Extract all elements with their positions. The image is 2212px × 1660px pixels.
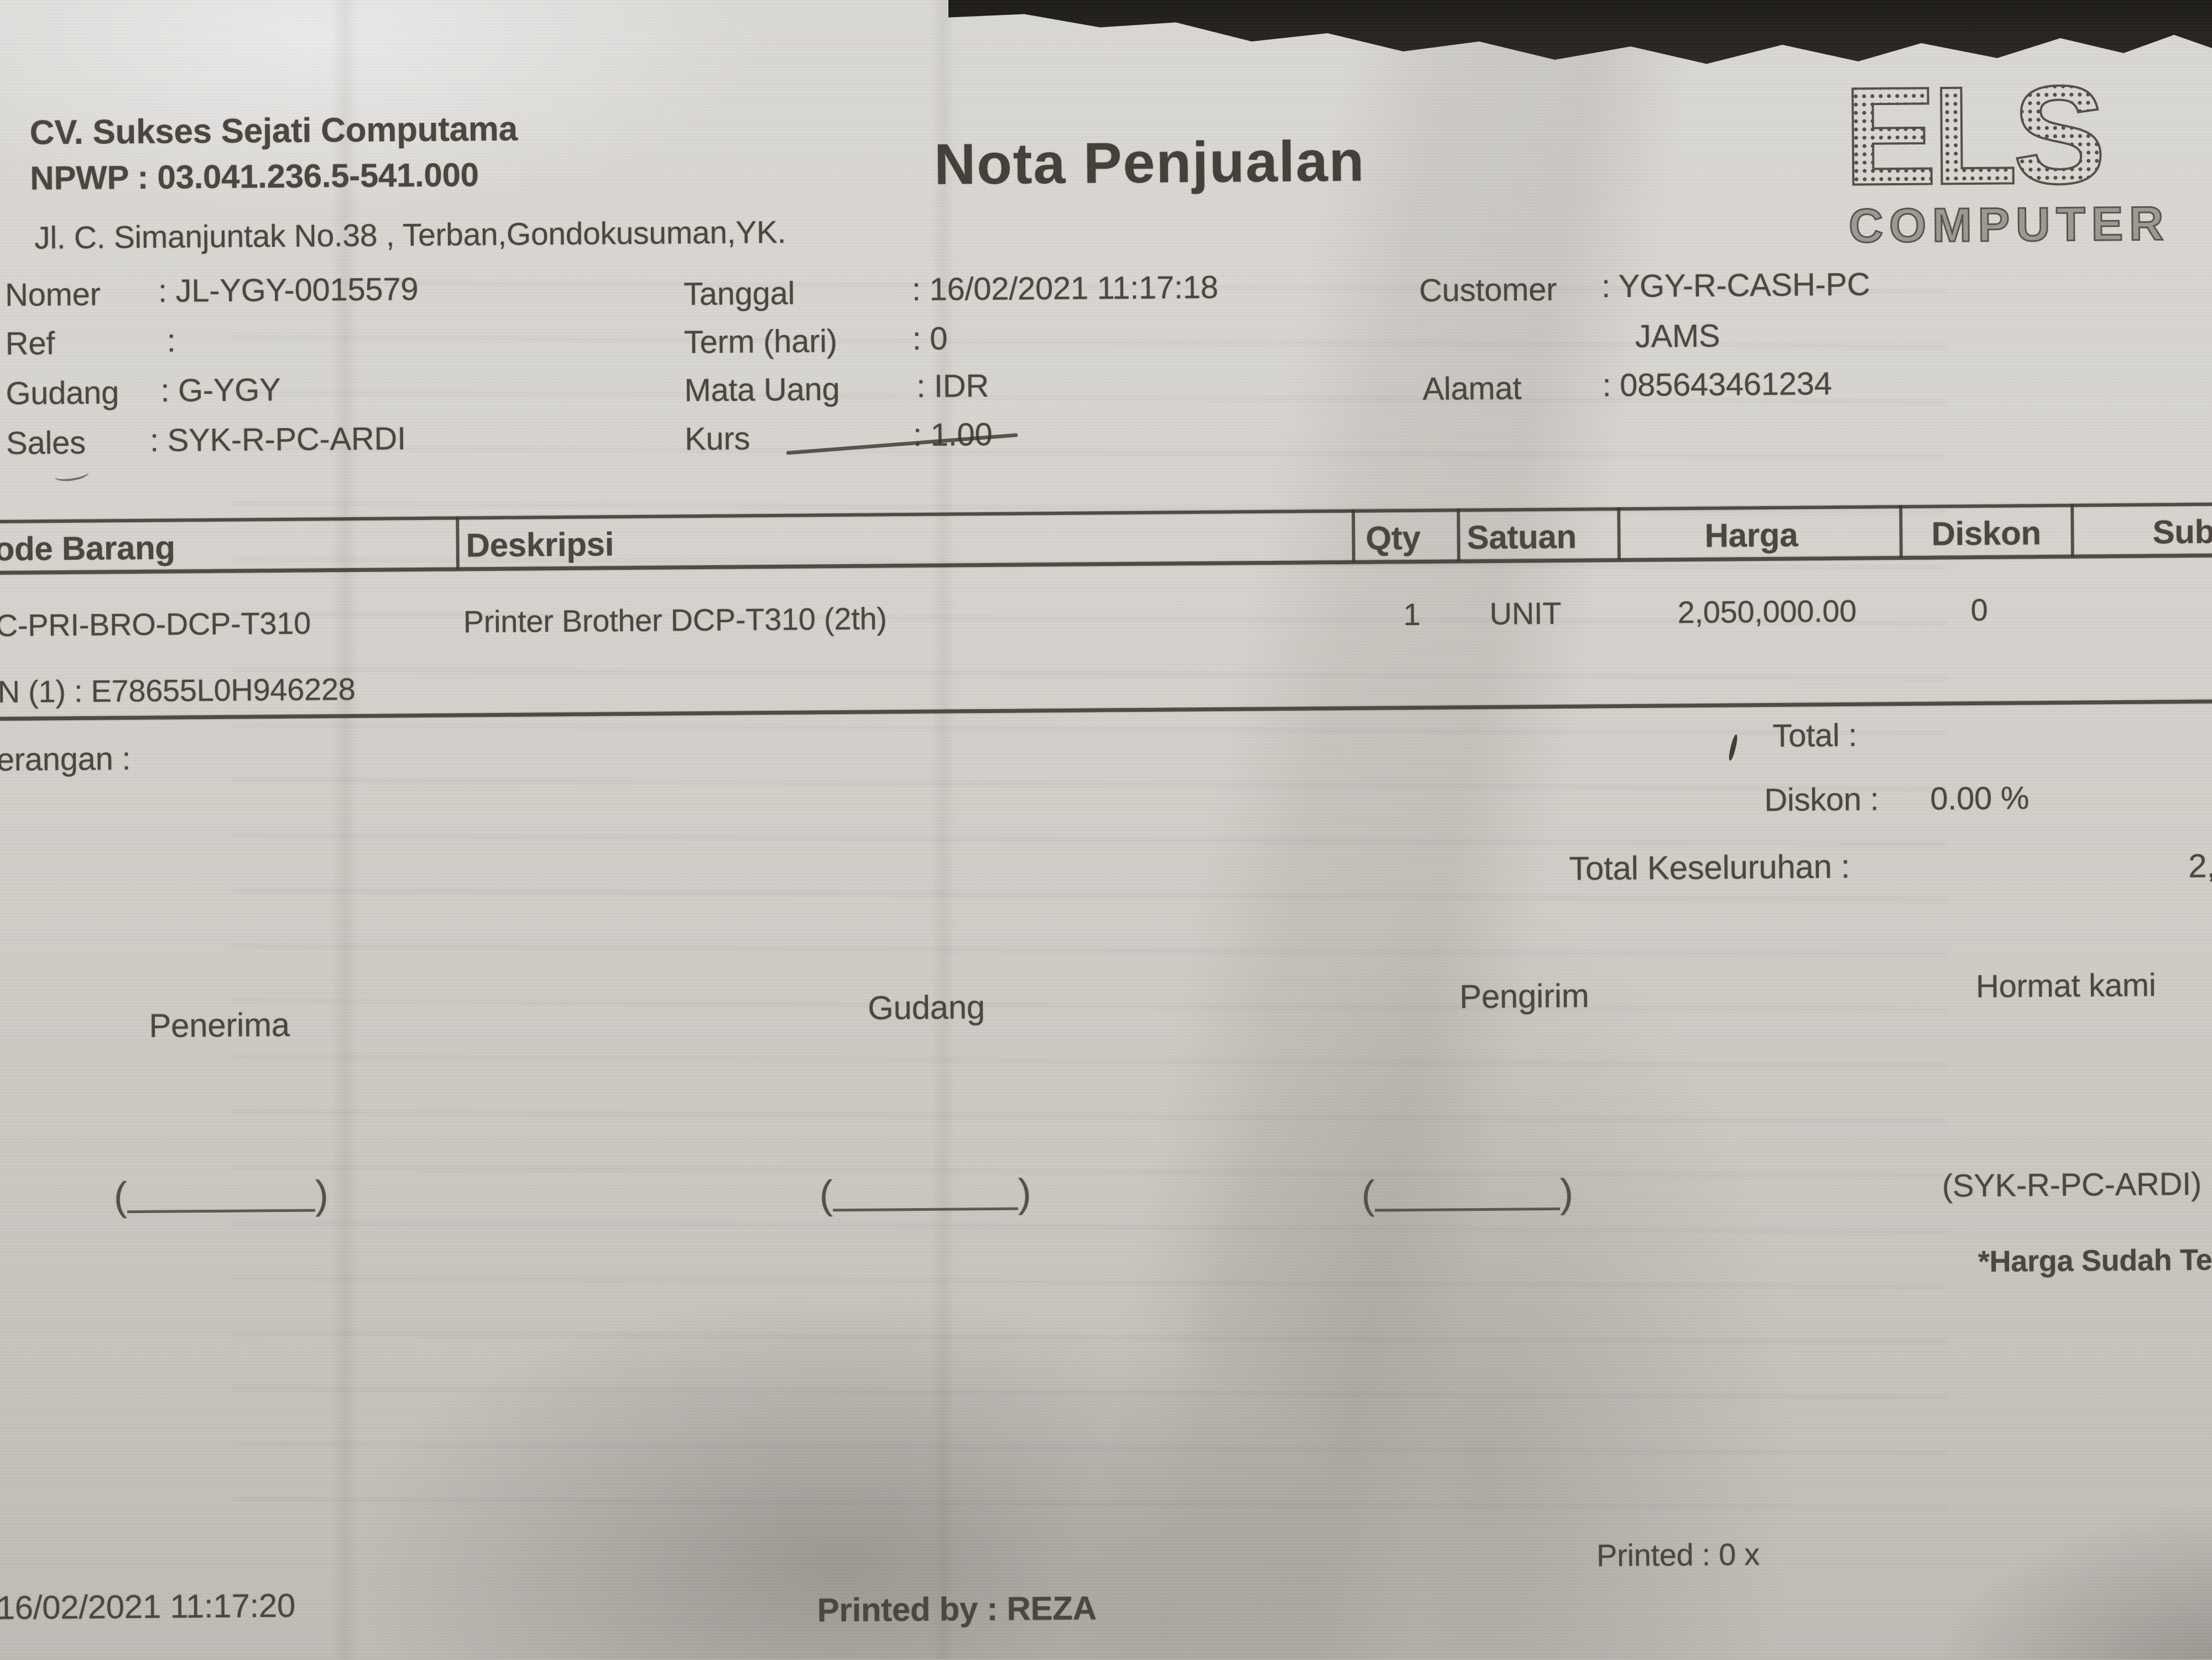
col-header-satuan: Satuan xyxy=(1467,518,1577,556)
col-header-kode-barang: Kode Barang xyxy=(0,529,176,568)
item-serial-number: SN (1) : E78655L0H946228 xyxy=(0,671,356,710)
paren-open: ( xyxy=(113,1174,128,1219)
item-qty: 1 xyxy=(1403,596,1421,632)
col-header-harga: Harga xyxy=(1704,516,1798,554)
table-sep-3 xyxy=(1457,508,1460,562)
nomer-value: : JL-YGY-0015579 xyxy=(158,271,419,309)
table-sep-1 xyxy=(456,516,460,570)
sig-label-hormat-kami: Hormat kami xyxy=(1975,967,2156,1005)
diskon-value: 0.00 % xyxy=(1930,780,2030,817)
tanggal-label: Tanggal xyxy=(683,275,795,313)
term-label: Term (hari) xyxy=(684,323,838,361)
logo-els-mark: ELS xyxy=(1842,56,2103,216)
paren-close: ) xyxy=(1559,1171,1574,1216)
grand-total-label: Total Keseluruhan : xyxy=(1569,847,1850,887)
customer-name: JAMS xyxy=(1635,318,1720,355)
item-kode: C-PRI-BRO-DCP-T310 xyxy=(0,605,311,643)
company-npwp: NPWP : 03.041.236.5-541.000 xyxy=(30,156,479,197)
customer-value: : YGY-R-CASH-PC xyxy=(1601,266,1870,305)
signature-line xyxy=(832,1178,1019,1212)
gudang-label: Gudang xyxy=(6,374,119,412)
sales-value: : SYK-R-PC-ARDI xyxy=(149,420,406,459)
table-header-bottom-border xyxy=(0,553,2212,575)
sig-sales-name: (SYK-R-PC-ARDI) xyxy=(1942,1165,2202,1204)
table-sep-2 xyxy=(1352,509,1355,563)
ref-value: : xyxy=(166,322,176,359)
table-sep-6 xyxy=(2070,503,2074,557)
gudang-value: : G-YGY xyxy=(160,372,281,409)
footer-printed-count: Printed : 0 x xyxy=(1596,1537,1760,1573)
sig-line-gudang: ( ) xyxy=(819,1171,1032,1217)
signature-line xyxy=(1374,1178,1561,1212)
paren-open: ( xyxy=(1361,1173,1375,1217)
kurs-value: : 1.00 xyxy=(912,416,993,454)
pen-squiggle-sales xyxy=(54,466,90,483)
col-header-subtotal: Subtotal xyxy=(2152,512,2212,551)
item-deskripsi: Printer Brother DCP-T310 (2th) xyxy=(463,601,887,639)
footer-timestamp: 16/02/2021 11:17:20 xyxy=(0,1586,296,1627)
footer-printed-by: Printed by : REZA xyxy=(817,1589,1097,1629)
col-header-deskripsi: Deskripsi xyxy=(466,525,614,564)
tanggal-value: : 16/02/2021 11:17:18 xyxy=(911,269,1219,308)
table-sep-4 xyxy=(1617,507,1621,561)
nomer-label: Nomer xyxy=(4,276,101,313)
alamat-value: : 085643461234 xyxy=(1602,365,1832,404)
customer-label: Customer xyxy=(1418,271,1557,309)
paren-close: ) xyxy=(315,1173,329,1217)
document-title: Nota Penjualan xyxy=(933,129,1365,197)
item-harga: 2,050,000.00 xyxy=(1677,593,1857,630)
grand-total-value: 2, xyxy=(2188,847,2212,884)
paren-open: ( xyxy=(819,1173,833,1217)
company-name: CV. Sukses Sejati Computama xyxy=(29,110,518,152)
company-logo: ELS COMPUTER xyxy=(1842,56,2212,266)
diskon-label: Diskon : xyxy=(1764,781,1879,818)
sig-line-pengirim: ( ) xyxy=(1361,1171,1574,1217)
total-label: Total : xyxy=(1772,717,1858,754)
pen-mark-total xyxy=(1728,734,1739,761)
mata-uang-value: : IDR xyxy=(916,367,989,404)
sig-label-pengirim: Pengirim xyxy=(1459,977,1589,1016)
signature-line xyxy=(127,1180,316,1214)
item-satuan: UNIT xyxy=(1489,595,1562,631)
col-header-diskon: Diskon xyxy=(1931,514,2042,553)
ref-label: Ref xyxy=(5,325,55,362)
sig-line-penerima: ( ) xyxy=(113,1173,329,1219)
company-address: Jl. C. Simanjuntak No.38 , Terban,Gondok… xyxy=(34,214,786,256)
logo-computer-word: COMPUTER xyxy=(1848,196,2171,254)
keterangan-label: Keterangan : xyxy=(0,741,131,778)
paren-close: ) xyxy=(1018,1171,1032,1216)
item-diskon: 0 xyxy=(1970,592,1988,628)
price-includes-note: *Harga Sudah Termasuk xyxy=(1978,1242,2212,1278)
mata-uang-label: Mata Uang xyxy=(684,371,840,409)
term-value: : 0 xyxy=(912,320,948,357)
table-header-top-border xyxy=(0,502,2212,524)
alamat-label: Alamat xyxy=(1422,370,1522,407)
kurs-label: Kurs xyxy=(684,420,750,457)
col-header-qty: Qty xyxy=(1365,519,1421,557)
sig-label-gudang: Gudang xyxy=(867,988,985,1027)
sales-label: Sales xyxy=(6,424,86,461)
table-sep-5 xyxy=(1899,504,1903,559)
sig-label-penerima: Penerima xyxy=(149,1006,290,1044)
